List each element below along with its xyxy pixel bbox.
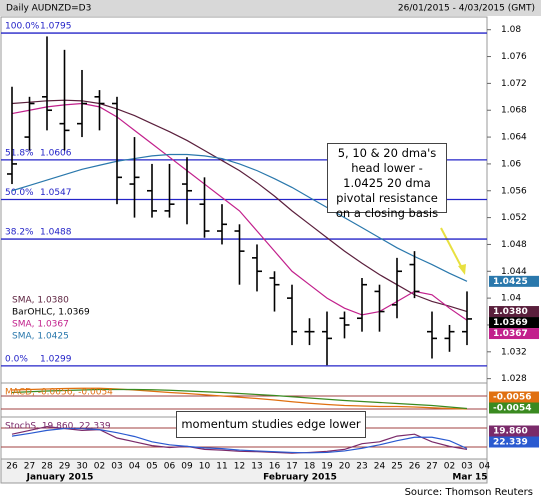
x-tick-label: 16: [269, 462, 281, 472]
legend-entry: SMA, 1.0425: [12, 332, 69, 342]
level-value: 1.0488: [40, 228, 72, 238]
x-tick-label: 04: [129, 462, 141, 472]
sma-line: [11, 102, 468, 321]
macd-line: [11, 388, 468, 410]
x-tick-label: 11: [216, 462, 227, 472]
level-value: 1.0606: [40, 148, 72, 158]
y-tick-label: 1.052: [501, 213, 527, 223]
source: Source: Thomson Reuters: [405, 487, 533, 498]
y-tick-label: 1.028: [501, 374, 527, 384]
level-name: 51.8%: [5, 148, 34, 158]
price-box: [489, 317, 539, 329]
level-name: 0.0%: [5, 354, 28, 364]
price-box: [489, 425, 539, 437]
sma-line: [11, 99, 468, 313]
level-name: 50.0%: [5, 188, 34, 198]
price-label: 22.339: [493, 438, 528, 448]
x-tick-label: 20: [339, 462, 351, 472]
x-tick-label: 28: [41, 462, 53, 472]
x-tick-label: 03: [111, 462, 122, 472]
x-tick-label: 24: [374, 462, 386, 472]
x-tick-label: 23: [356, 462, 367, 472]
x-tick-label: 13: [251, 462, 262, 472]
annotation: momentum studies edge lower: [176, 411, 366, 438]
y-tick-label: 1.06: [501, 159, 521, 169]
chart-title: Daily AUDNZD=D3: [6, 4, 91, 14]
x-tick-label: 27: [24, 462, 35, 472]
y-tick-label: 1.032: [501, 347, 527, 357]
y-tick-label: 1.076: [501, 52, 527, 62]
price-box: [489, 391, 539, 403]
panel-legend: MACD, -0.0056, -0.0054: [5, 388, 113, 398]
annotation: 5, 10 & 20 dma's head lower - 1.0425 20 …: [327, 143, 447, 220]
panel-legend: StochS, 19.860, 22.339: [5, 422, 111, 432]
price-box: [489, 275, 539, 287]
x-tick-label: 17: [286, 462, 297, 472]
date-range: 26/01/2015 - 4/03/2015 (GMT): [398, 4, 535, 14]
x-tick-label: 25: [391, 462, 402, 472]
x-tick-label: 05: [146, 462, 157, 472]
y-tick-label: 1.072: [501, 79, 527, 89]
y-tick-label: 1.048: [501, 240, 527, 250]
price-box: [489, 306, 539, 318]
x-tick-label: 02: [444, 462, 455, 472]
stoch-line: [11, 427, 468, 454]
level-value: 1.0299: [40, 354, 72, 364]
price-box: [489, 328, 539, 340]
x-tick-label: 19: [321, 462, 333, 472]
x-tick-label: 18: [304, 462, 316, 472]
x-tick-label: 09: [181, 462, 193, 472]
level-value: 1.0547: [40, 188, 72, 198]
x-tick-label: 02: [94, 462, 105, 472]
price-label: 1.0380: [493, 307, 528, 317]
x-tick-label: 06: [164, 462, 176, 472]
legend-entry: SMA, 1.0367: [12, 320, 69, 330]
y-tick-label: 1.056: [501, 186, 527, 196]
price-label: 1.0369: [493, 318, 528, 328]
stoch-line: [11, 425, 468, 454]
month-label: February 2015: [263, 473, 337, 483]
price-box: [489, 436, 539, 448]
x-axis-band: [0, 458, 488, 484]
month-label: Mar 15: [452, 473, 487, 483]
y-tick-label: 1.068: [501, 106, 527, 116]
x-tick-label: 04: [479, 462, 491, 472]
y-tick-label: 1.04: [501, 294, 521, 304]
x-tick-label: 27: [426, 462, 437, 472]
y-tick-label: 1.08: [501, 25, 521, 35]
price-label: 1.0367: [493, 329, 528, 339]
month-label: January 2015: [26, 473, 94, 483]
macd-line: [11, 387, 468, 410]
price-label: 1.0425: [493, 277, 528, 287]
callout-arrow: [440, 227, 464, 271]
sma-line: [11, 153, 468, 282]
level-name: 38.2%: [5, 228, 34, 238]
x-tick-label: 12: [234, 462, 245, 472]
legend-entry: BarOHLC, 1.0369: [12, 308, 90, 318]
x-tick-label: 29: [59, 462, 71, 472]
price-label: -0.0054: [493, 404, 531, 414]
x-tick-label: 26: [6, 462, 18, 472]
y-tick-label: 1.064: [501, 133, 527, 143]
x-tick-label: 30: [76, 462, 88, 472]
callout-arrowhead: [458, 264, 466, 275]
level-name: 100.0%: [5, 22, 40, 32]
y-tick-label: 1.044: [501, 267, 527, 277]
price-label: 19.860: [493, 427, 528, 437]
x-tick-label: 03: [461, 462, 472, 472]
price-label: -0.0056: [493, 393, 531, 403]
x-tick-label: 26: [409, 462, 421, 472]
x-tick-label: 10: [199, 462, 211, 472]
price-box: [489, 402, 539, 414]
header-bar: [0, 0, 541, 16]
legend-entry: SMA, 1.0380: [12, 296, 69, 306]
level-value: 1.0795: [40, 22, 72, 32]
